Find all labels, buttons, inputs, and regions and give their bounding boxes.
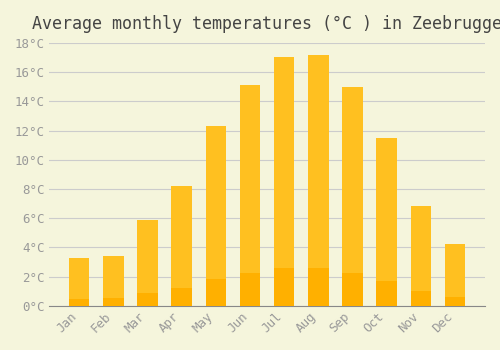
Bar bbox=[69, 299, 89, 306]
Bar bbox=[342, 273, 362, 306]
Bar bbox=[138, 219, 158, 306]
Bar bbox=[376, 138, 397, 306]
Bar bbox=[103, 256, 124, 306]
Bar bbox=[274, 268, 294, 306]
Bar bbox=[308, 55, 328, 306]
Bar bbox=[376, 281, 397, 306]
Bar bbox=[410, 206, 431, 306]
Bar bbox=[172, 288, 192, 306]
Bar bbox=[274, 57, 294, 306]
Title: Average monthly temperatures (°C ) in Zeebrugge: Average monthly temperatures (°C ) in Ze… bbox=[32, 15, 500, 33]
Bar bbox=[308, 268, 328, 306]
Bar bbox=[444, 296, 465, 306]
Bar bbox=[410, 291, 431, 306]
Bar bbox=[206, 126, 226, 306]
Bar bbox=[240, 273, 260, 306]
Bar bbox=[138, 293, 158, 306]
Bar bbox=[103, 298, 124, 306]
Bar bbox=[172, 186, 192, 306]
Bar bbox=[69, 258, 89, 306]
Bar bbox=[240, 85, 260, 306]
Bar bbox=[342, 87, 362, 306]
Bar bbox=[206, 279, 226, 306]
Bar bbox=[444, 244, 465, 306]
